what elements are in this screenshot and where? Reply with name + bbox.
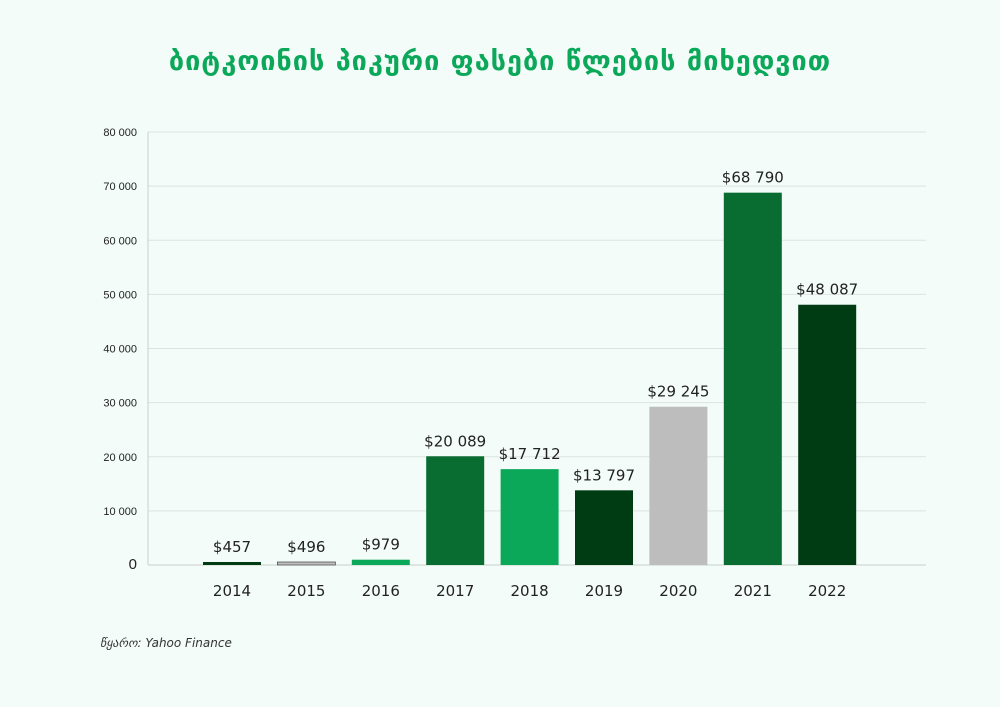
x-tick-label-2018: 2018 [511,582,549,600]
bar-2018 [500,469,559,565]
x-tick-label-2020: 2020 [659,582,697,600]
data-label-2017: $20 089 [424,432,486,450]
x-axis-ticks: 2014 2015 2016 2017 2018 2019 2020 2021 2022 [213,582,846,600]
data-label-2018: $17 712 [499,445,561,463]
y-tick-label: 30 000 [103,398,137,410]
bar-2014 [203,562,261,565]
data-label-2014: $457 [213,538,251,556]
bar-2022 [798,304,857,565]
bar-2019 [575,490,633,565]
data-label-2016: $979 [362,536,400,554]
data-label-2021: $68 790 [722,169,784,187]
x-tick-label-2017: 2017 [436,582,474,600]
data-labels: $457 $496 $979 $20 089 $17 712 $13 797 $29 245… [213,169,858,556]
x-tick-label-2021: 2021 [734,582,772,600]
y-tick-label: 60 000 [103,235,137,247]
bar-2017 [426,456,485,565]
bars [203,192,857,566]
x-tick-label-2022: 2022 [808,582,846,600]
data-label-2015: $496 [287,538,325,556]
x-tick-label-2014: 2014 [213,582,251,600]
y-tick-label: 50 000 [103,289,137,301]
chart-title: ბიტკოინის პიკური ფასები წლების მიხედვით [168,46,832,77]
bar-2016 [351,559,410,565]
y-tick-label: 20 000 [103,452,137,464]
y-tick-label: 80 000 [103,127,137,139]
y-tick-label: 40 000 [103,344,137,356]
data-label-2022: $48 087 [796,281,858,299]
y-tick-label: 0 [129,556,137,573]
x-tick-label-2019: 2019 [585,582,623,600]
y-axis-ticks: 0 10 000 20 000 30 000 40 000 50 000 60 000 70 … [103,127,137,573]
y-tick-label: 10 000 [103,506,137,518]
data-label-2020: $29 245 [647,383,709,401]
data-label-2019: $13 797 [573,466,635,484]
x-tick-label-2016: 2016 [362,582,400,600]
bar-2015 [276,561,336,566]
bar-2021 [723,192,782,565]
y-tick-label: 70 000 [103,181,137,193]
source-note: წყარო: Yahoo Finance [100,636,232,650]
x-tick-label-2015: 2015 [287,582,325,600]
bar-2020 [649,406,708,565]
